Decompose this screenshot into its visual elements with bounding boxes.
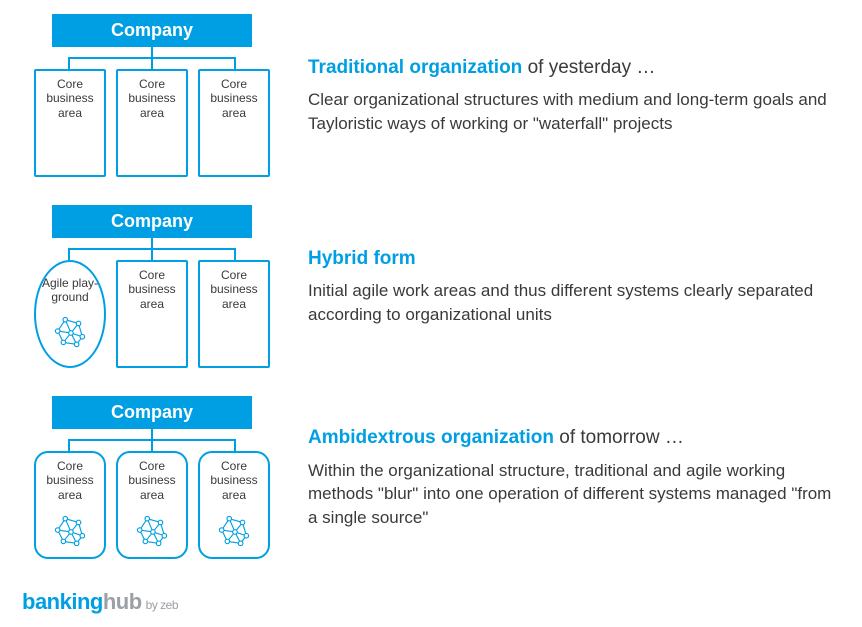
units-container: Core business area Core business area Co… bbox=[22, 69, 282, 177]
unit-box: Core business area bbox=[34, 69, 106, 177]
logo-part2: hub bbox=[103, 589, 142, 614]
title-accent: Ambidextrous organization bbox=[308, 427, 554, 448]
network-icon bbox=[213, 513, 255, 549]
network-icon bbox=[49, 314, 91, 350]
text-ambidextrous: Ambidextrous organization of tomorrow … … bbox=[282, 426, 840, 529]
section-title: Hybrid form bbox=[308, 247, 840, 272]
unit-label: Agile play-ground bbox=[36, 276, 104, 305]
unit-box: Core business area bbox=[198, 260, 270, 368]
network-icon bbox=[49, 513, 91, 549]
title-accent: Hybrid form bbox=[308, 248, 416, 269]
unit-label: Core business area bbox=[36, 77, 104, 120]
unit-label: Core business area bbox=[200, 268, 268, 311]
unit-rounded: Core business area bbox=[34, 451, 106, 559]
units-container: Agile play-ground Core business area Cor… bbox=[22, 260, 282, 368]
row-ambidextrous: Company Core business area Core business… bbox=[22, 396, 840, 559]
unit-rounded: Core business area bbox=[116, 451, 188, 559]
company-bar: Company bbox=[52, 396, 252, 429]
unit-label: Core business area bbox=[200, 459, 268, 502]
title-rest: of yesterday … bbox=[522, 57, 655, 78]
org-connector bbox=[32, 429, 272, 451]
diagram-hybrid: Company Agile play-ground Core business … bbox=[22, 205, 282, 368]
section-description: Initial agile work areas and thus differ… bbox=[308, 279, 840, 326]
unit-box: Core business area bbox=[116, 69, 188, 177]
section-title: Traditional organization of yesterday … bbox=[308, 56, 840, 81]
unit-label: Core business area bbox=[36, 459, 104, 502]
org-connector bbox=[32, 238, 272, 260]
section-description: Clear organizational structures with med… bbox=[308, 88, 840, 135]
diagram-traditional: Company Core business area Core business… bbox=[22, 14, 282, 177]
unit-box: Core business area bbox=[198, 69, 270, 177]
logo-part1: banking bbox=[22, 589, 103, 614]
unit-oval-agile: Agile play-ground bbox=[34, 260, 106, 368]
text-hybrid: Hybrid form Initial agile work areas and… bbox=[282, 247, 840, 327]
org-connector bbox=[32, 47, 272, 69]
logo-byline: by zeb bbox=[146, 598, 178, 612]
section-description: Within the organizational structure, tra… bbox=[308, 459, 840, 529]
diagram-ambidextrous: Company Core business area Core business… bbox=[22, 396, 282, 559]
unit-box: Core business area bbox=[116, 260, 188, 368]
unit-label: Core business area bbox=[200, 77, 268, 120]
title-rest: of tomorrow … bbox=[554, 427, 684, 448]
unit-label: Core business area bbox=[118, 268, 186, 311]
company-bar: Company bbox=[52, 205, 252, 238]
company-bar: Company bbox=[52, 14, 252, 47]
row-hybrid: Company Agile play-ground Core business … bbox=[22, 205, 840, 368]
row-traditional: Company Core business area Core business… bbox=[22, 14, 840, 177]
brand-logo: bankinghub by zeb bbox=[22, 589, 178, 615]
network-icon bbox=[131, 513, 173, 549]
title-accent: Traditional organization bbox=[308, 57, 522, 78]
unit-rounded: Core business area bbox=[198, 451, 270, 559]
unit-label: Core business area bbox=[118, 459, 186, 502]
text-traditional: Traditional organization of yesterday … … bbox=[282, 56, 840, 136]
section-title: Ambidextrous organization of tomorrow … bbox=[308, 426, 840, 451]
units-container: Core business area Core business area Co… bbox=[22, 451, 282, 559]
unit-label: Core business area bbox=[118, 77, 186, 120]
